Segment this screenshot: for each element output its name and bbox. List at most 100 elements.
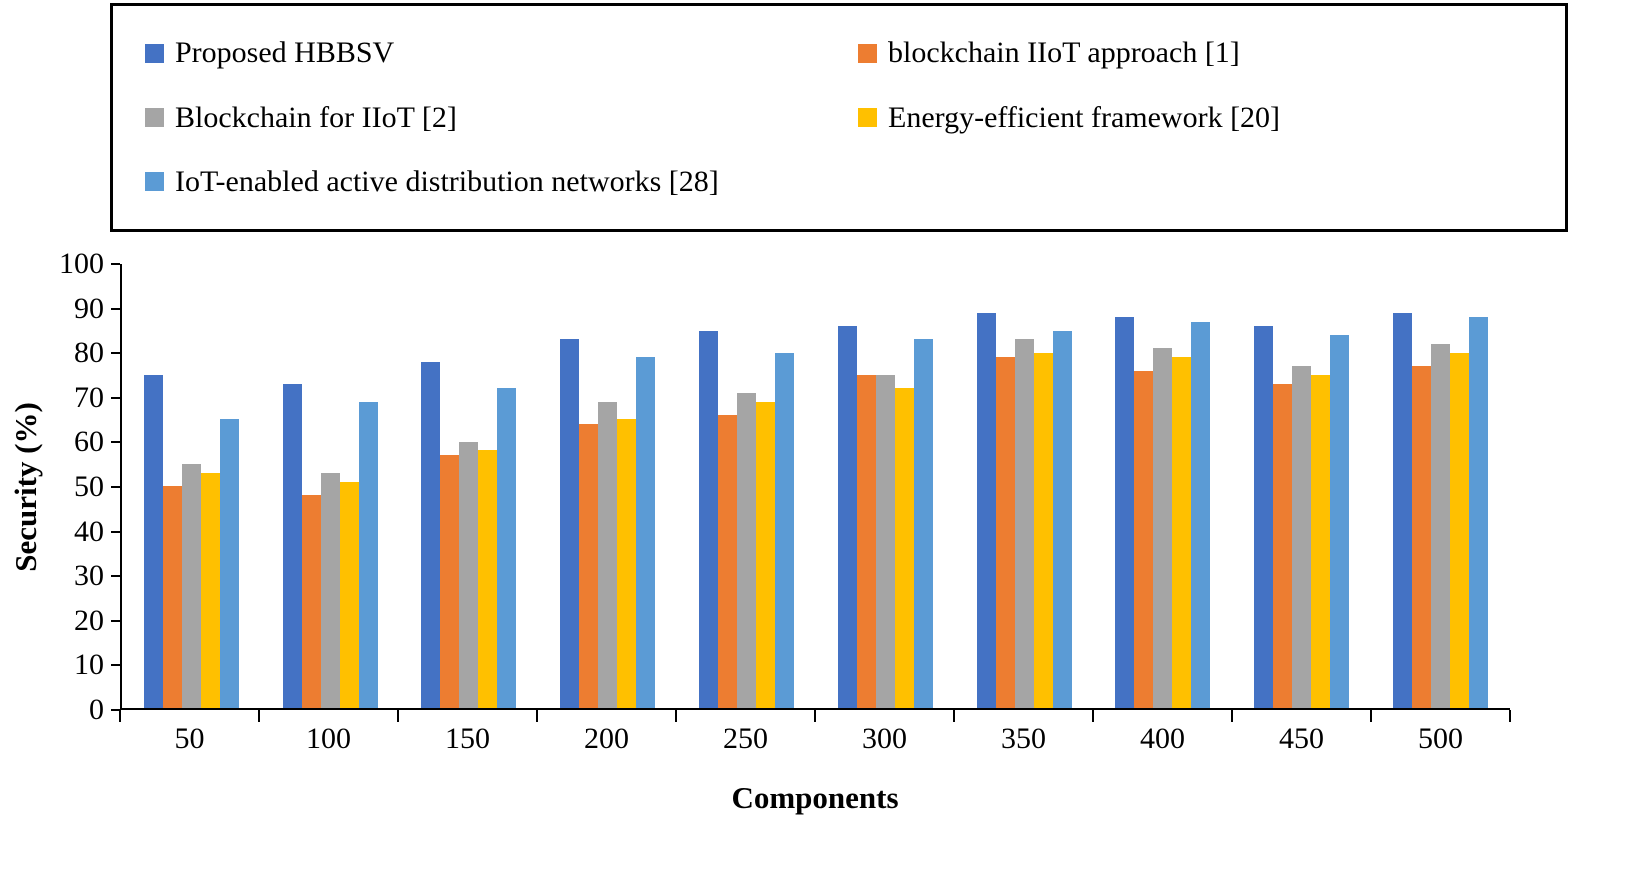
bar [875,375,895,708]
bar [1134,370,1154,708]
legend-label: Proposed HBBSV [175,36,395,70]
legend-item: Proposed HBBSV [145,36,858,70]
bar [1311,375,1331,708]
y-tick-label: 50 [74,470,104,503]
bar [1292,366,1312,708]
legend-label: Blockchain for IIoT [2] [175,100,457,134]
x-tick-mark [119,710,121,722]
legend-marker-icon [145,172,164,192]
bar [718,414,738,708]
bar [143,375,163,708]
bar-group [400,264,539,708]
bar [699,330,719,708]
legend-marker-icon [145,43,164,63]
plot-area [120,264,1510,710]
bar [1191,321,1211,708]
legend-marker-icon [858,43,877,63]
bar [478,450,498,708]
x-tick-label: 150 [445,722,490,755]
y-tick-label: 100 [59,247,104,280]
bar [560,339,580,708]
legend-label: Energy-efficient framework [20] [888,100,1281,134]
bar [358,401,378,708]
legend-item: IoT-enabled active distribution networks… [145,165,858,199]
y-tick-mark [111,263,120,265]
y-tick-mark [111,486,120,488]
bar-group [261,264,400,708]
x-tick-label: 50 [174,722,205,755]
bar [181,463,201,708]
bar [497,388,517,708]
bar [440,454,460,708]
x-tick-mark [1370,710,1372,722]
x-tick-label: 300 [862,722,907,755]
bar-group [538,264,677,708]
y-tick-mark [111,575,120,578]
y-tick-mark [111,530,120,533]
bar [1393,312,1413,708]
y-tick-mark [111,709,120,711]
y-tick-label: 30 [74,559,104,593]
legend-item: Energy-efficient framework [20] [858,101,1565,135]
x-tick-label: 250 [723,722,768,755]
bar [737,392,757,708]
bar [1115,317,1135,708]
bar [1014,339,1034,708]
bar [1412,366,1432,708]
bar [636,357,656,708]
bar [1469,317,1489,708]
y-tick-mark [111,619,120,622]
y-tick-mark [111,664,120,667]
y-tick-label: 20 [74,603,104,637]
bar [1254,326,1274,708]
bar [856,375,876,708]
y-tick-mark [111,441,120,444]
x-tick-label: 100 [306,722,351,755]
bar-group [816,264,955,708]
bar [459,441,479,708]
y-tick-label: 0 [89,693,104,726]
x-tick-label: 450 [1279,722,1324,755]
bar [421,361,441,708]
bar [894,388,914,708]
x-tick-mark [397,710,399,722]
legend-marker-icon [858,108,877,127]
bar [913,339,933,708]
x-tick-mark [1092,710,1094,722]
legend-item: blockchain IIoT approach [1] [858,36,1565,70]
bar [1330,335,1350,708]
bar [282,383,302,708]
x-tick-mark [953,710,955,722]
y-tick-mark [111,307,120,310]
bar [162,486,182,708]
legend-label: IoT-enabled active distribution networks… [175,164,719,198]
bar [1153,348,1173,708]
y-tick-label: 40 [74,514,104,548]
x-tick-mark [1509,710,1511,722]
y-tick-label: 80 [74,336,104,370]
legend: Proposed HBBSV blockchain IIoT approach [… [110,3,1568,232]
x-tick-mark [1231,710,1233,722]
y-tick-label: 90 [74,291,104,325]
bar-group [1232,264,1371,708]
x-tick-mark [536,710,538,722]
y-tick-label: 70 [74,380,104,414]
x-tick-label: 350 [1001,722,1046,755]
bar [976,312,996,708]
x-tick-mark [675,710,677,722]
bar [598,401,618,708]
bar-group [955,264,1094,708]
y-tick-mark [111,396,120,399]
y-tick-label: 60 [74,425,104,459]
x-tick-mark [258,710,260,722]
legend-label: blockchain IIoT approach [1] [888,36,1240,70]
bar [339,481,359,708]
legend-item: Blockchain for IIoT [2] [145,101,858,135]
bar [837,326,857,708]
x-tick-label: 400 [1140,722,1185,755]
bar [617,419,637,708]
x-tick-label: 500 [1418,722,1463,755]
bar [775,352,795,708]
bar [301,494,321,708]
bar [1273,383,1293,708]
